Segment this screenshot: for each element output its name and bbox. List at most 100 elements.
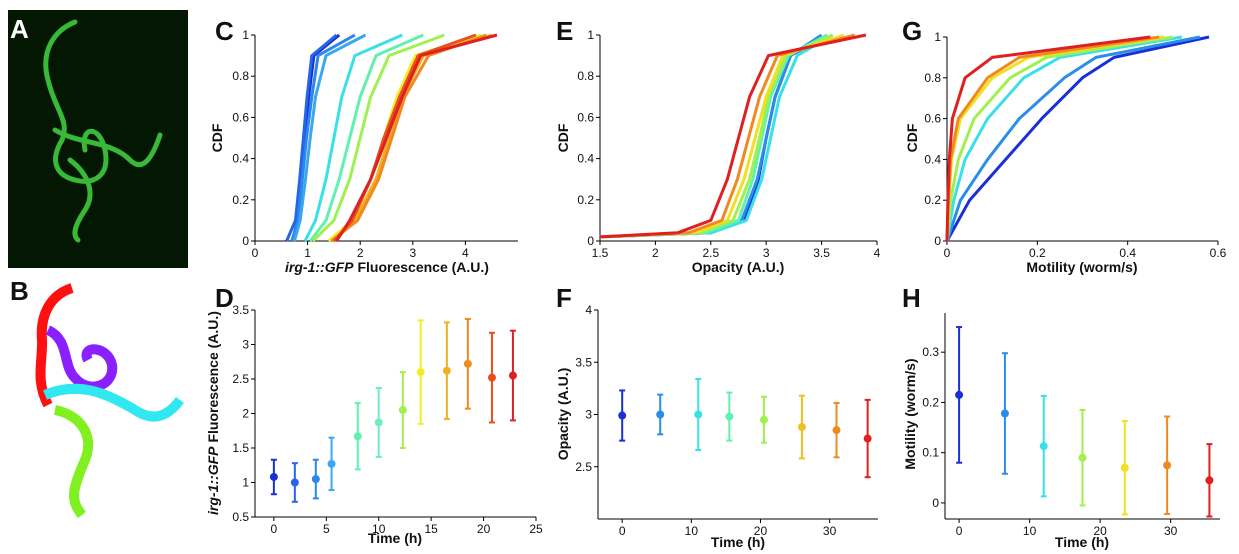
worm-cyan — [43, 383, 184, 422]
worm-red — [35, 283, 74, 408]
y-tick-label: 4 — [585, 303, 592, 317]
mean-point — [508, 371, 517, 380]
cdf-line — [599, 33, 834, 239]
mean-point — [863, 434, 872, 443]
y-tick-label: 0.8 — [232, 69, 249, 83]
x-tick-label: 2 — [652, 246, 659, 260]
cdf-line — [599, 33, 823, 239]
mean-point — [374, 418, 383, 427]
y-tick-label: 1 — [242, 28, 249, 42]
y-tick-label: 2.5 — [232, 372, 249, 386]
mean-point — [353, 432, 362, 441]
axis-label: Time (h) — [1055, 534, 1109, 550]
panel-a-image: A — [8, 10, 188, 268]
x-tick-label: 10 — [685, 524, 699, 538]
mean-point — [1000, 409, 1009, 418]
x-tick-label: 0 — [944, 246, 951, 260]
mean-point — [416, 368, 425, 377]
chart-panel: F 0 10 20 30 2.5 3 3.5 4 Time (h) Opacity (A.U.) — [555, 283, 878, 550]
y-tick-label: 0.4 — [577, 152, 594, 166]
mean-point — [1205, 476, 1214, 485]
x-tick-label: 10 — [1023, 524, 1037, 538]
axis-label: Time (h) — [711, 534, 765, 550]
worm — [53, 128, 109, 184]
x-tick-label: 5 — [323, 522, 330, 536]
x-tick-label: 0 — [619, 524, 626, 538]
mean-point — [797, 423, 806, 432]
y-tick-label: 0.2 — [577, 193, 594, 207]
mean-point — [618, 411, 627, 420]
y-tick-label: 1.5 — [232, 441, 249, 455]
chart-panel: H 0 10 20 30 0 0.1 0.2 0.3 Time (h) Motility (worm… — [902, 283, 1220, 550]
axis-label: Motility (worm/s) — [902, 358, 918, 469]
mean-point — [487, 373, 496, 382]
x-tick-label: 0 — [252, 246, 259, 260]
x-tick-label: 2.5 — [702, 246, 719, 260]
cdf-line — [285, 33, 338, 242]
chart-panel: G 0 0.2 0.4 0.6 0 0.2 0.4 0.6 0.8 1 Motility (worm/… — [902, 16, 1227, 275]
mean-point — [269, 472, 278, 481]
cdf-line — [599, 33, 834, 239]
axis-label-part: Fluorescence (A.U.) — [205, 311, 221, 442]
cdf-line — [599, 33, 828, 239]
y-tick-label: 0.8 — [924, 71, 941, 85]
worm-signals — [43, 19, 163, 243]
axis-label: CDF — [209, 123, 225, 152]
x-tick-label: 25 — [529, 522, 543, 536]
mean-point — [725, 412, 734, 421]
y-tick-label: 0.6 — [924, 112, 941, 126]
cdf-line — [290, 33, 356, 242]
cdf-line — [330, 33, 487, 243]
mean-point — [1039, 442, 1048, 451]
x-tick-label: 0 — [271, 522, 278, 536]
mean-point — [955, 390, 964, 399]
cdf-line — [311, 33, 445, 243]
y-tick-label: 1 — [242, 476, 249, 490]
y-tick-label: 0.3 — [922, 345, 939, 359]
cdf-line — [945, 35, 1183, 242]
x-tick-label: 0.2 — [1029, 246, 1046, 260]
y-tick-label: 3.5 — [575, 355, 592, 369]
y-tick-label: 0.4 — [232, 152, 249, 166]
worm — [52, 127, 163, 168]
panel-label: B — [10, 276, 29, 306]
axis-label: CDF — [555, 123, 571, 152]
worm — [43, 19, 78, 143]
cdf-line — [309, 33, 424, 242]
y-tick-label: 0 — [934, 234, 941, 248]
cdf-line — [945, 35, 1210, 242]
mean-point — [463, 359, 472, 368]
axis-label: Opacity (A.U.) — [555, 368, 571, 461]
cdf-line — [945, 35, 1174, 242]
panel-label: C — [215, 16, 234, 46]
x-tick-label: 1 — [304, 246, 311, 260]
axis-label: Motility (worm/s) — [1026, 259, 1137, 275]
x-tick-label: 20 — [754, 524, 768, 538]
panel-label: A — [10, 14, 29, 44]
cdf-line — [599, 33, 856, 239]
x-tick-label: 30 — [823, 524, 837, 538]
mean-point — [311, 475, 320, 484]
panel-label: E — [556, 16, 573, 46]
cdf-line — [945, 35, 1151, 242]
axis-label: Time (h) — [368, 530, 422, 546]
worm-purple — [45, 325, 118, 392]
y-tick-label: 3.5 — [232, 303, 249, 317]
chart-panel: D 0 5 10 15 20 25 0.5 1 1.5 2 2.5 3 3.5 Time (h) irg-1:… — [205, 283, 543, 546]
y-tick-label: 0.6 — [232, 110, 249, 124]
cdf-line — [303, 33, 403, 242]
y-tick-label: 1 — [934, 30, 941, 44]
panel-label: F — [556, 283, 572, 313]
x-tick-label: 4 — [462, 246, 469, 260]
x-tick-label: 30 — [1164, 524, 1178, 538]
y-tick-label: 3 — [242, 338, 249, 352]
axis-label: irg-1::GFPFluorescence (A.U.) — [205, 311, 221, 515]
mean-point — [832, 426, 841, 435]
cdf-line — [599, 33, 867, 239]
y-tick-label: 0.5 — [232, 510, 249, 524]
y-tick-label: 2.5 — [575, 460, 592, 474]
y-tick-label: 0 — [932, 496, 939, 510]
chart-panel: E 1.5 2 2.5 3 3.5 4 0 0.2 0.4 0.6 0.8 1 Opacity (A.U.… — [555, 16, 881, 275]
